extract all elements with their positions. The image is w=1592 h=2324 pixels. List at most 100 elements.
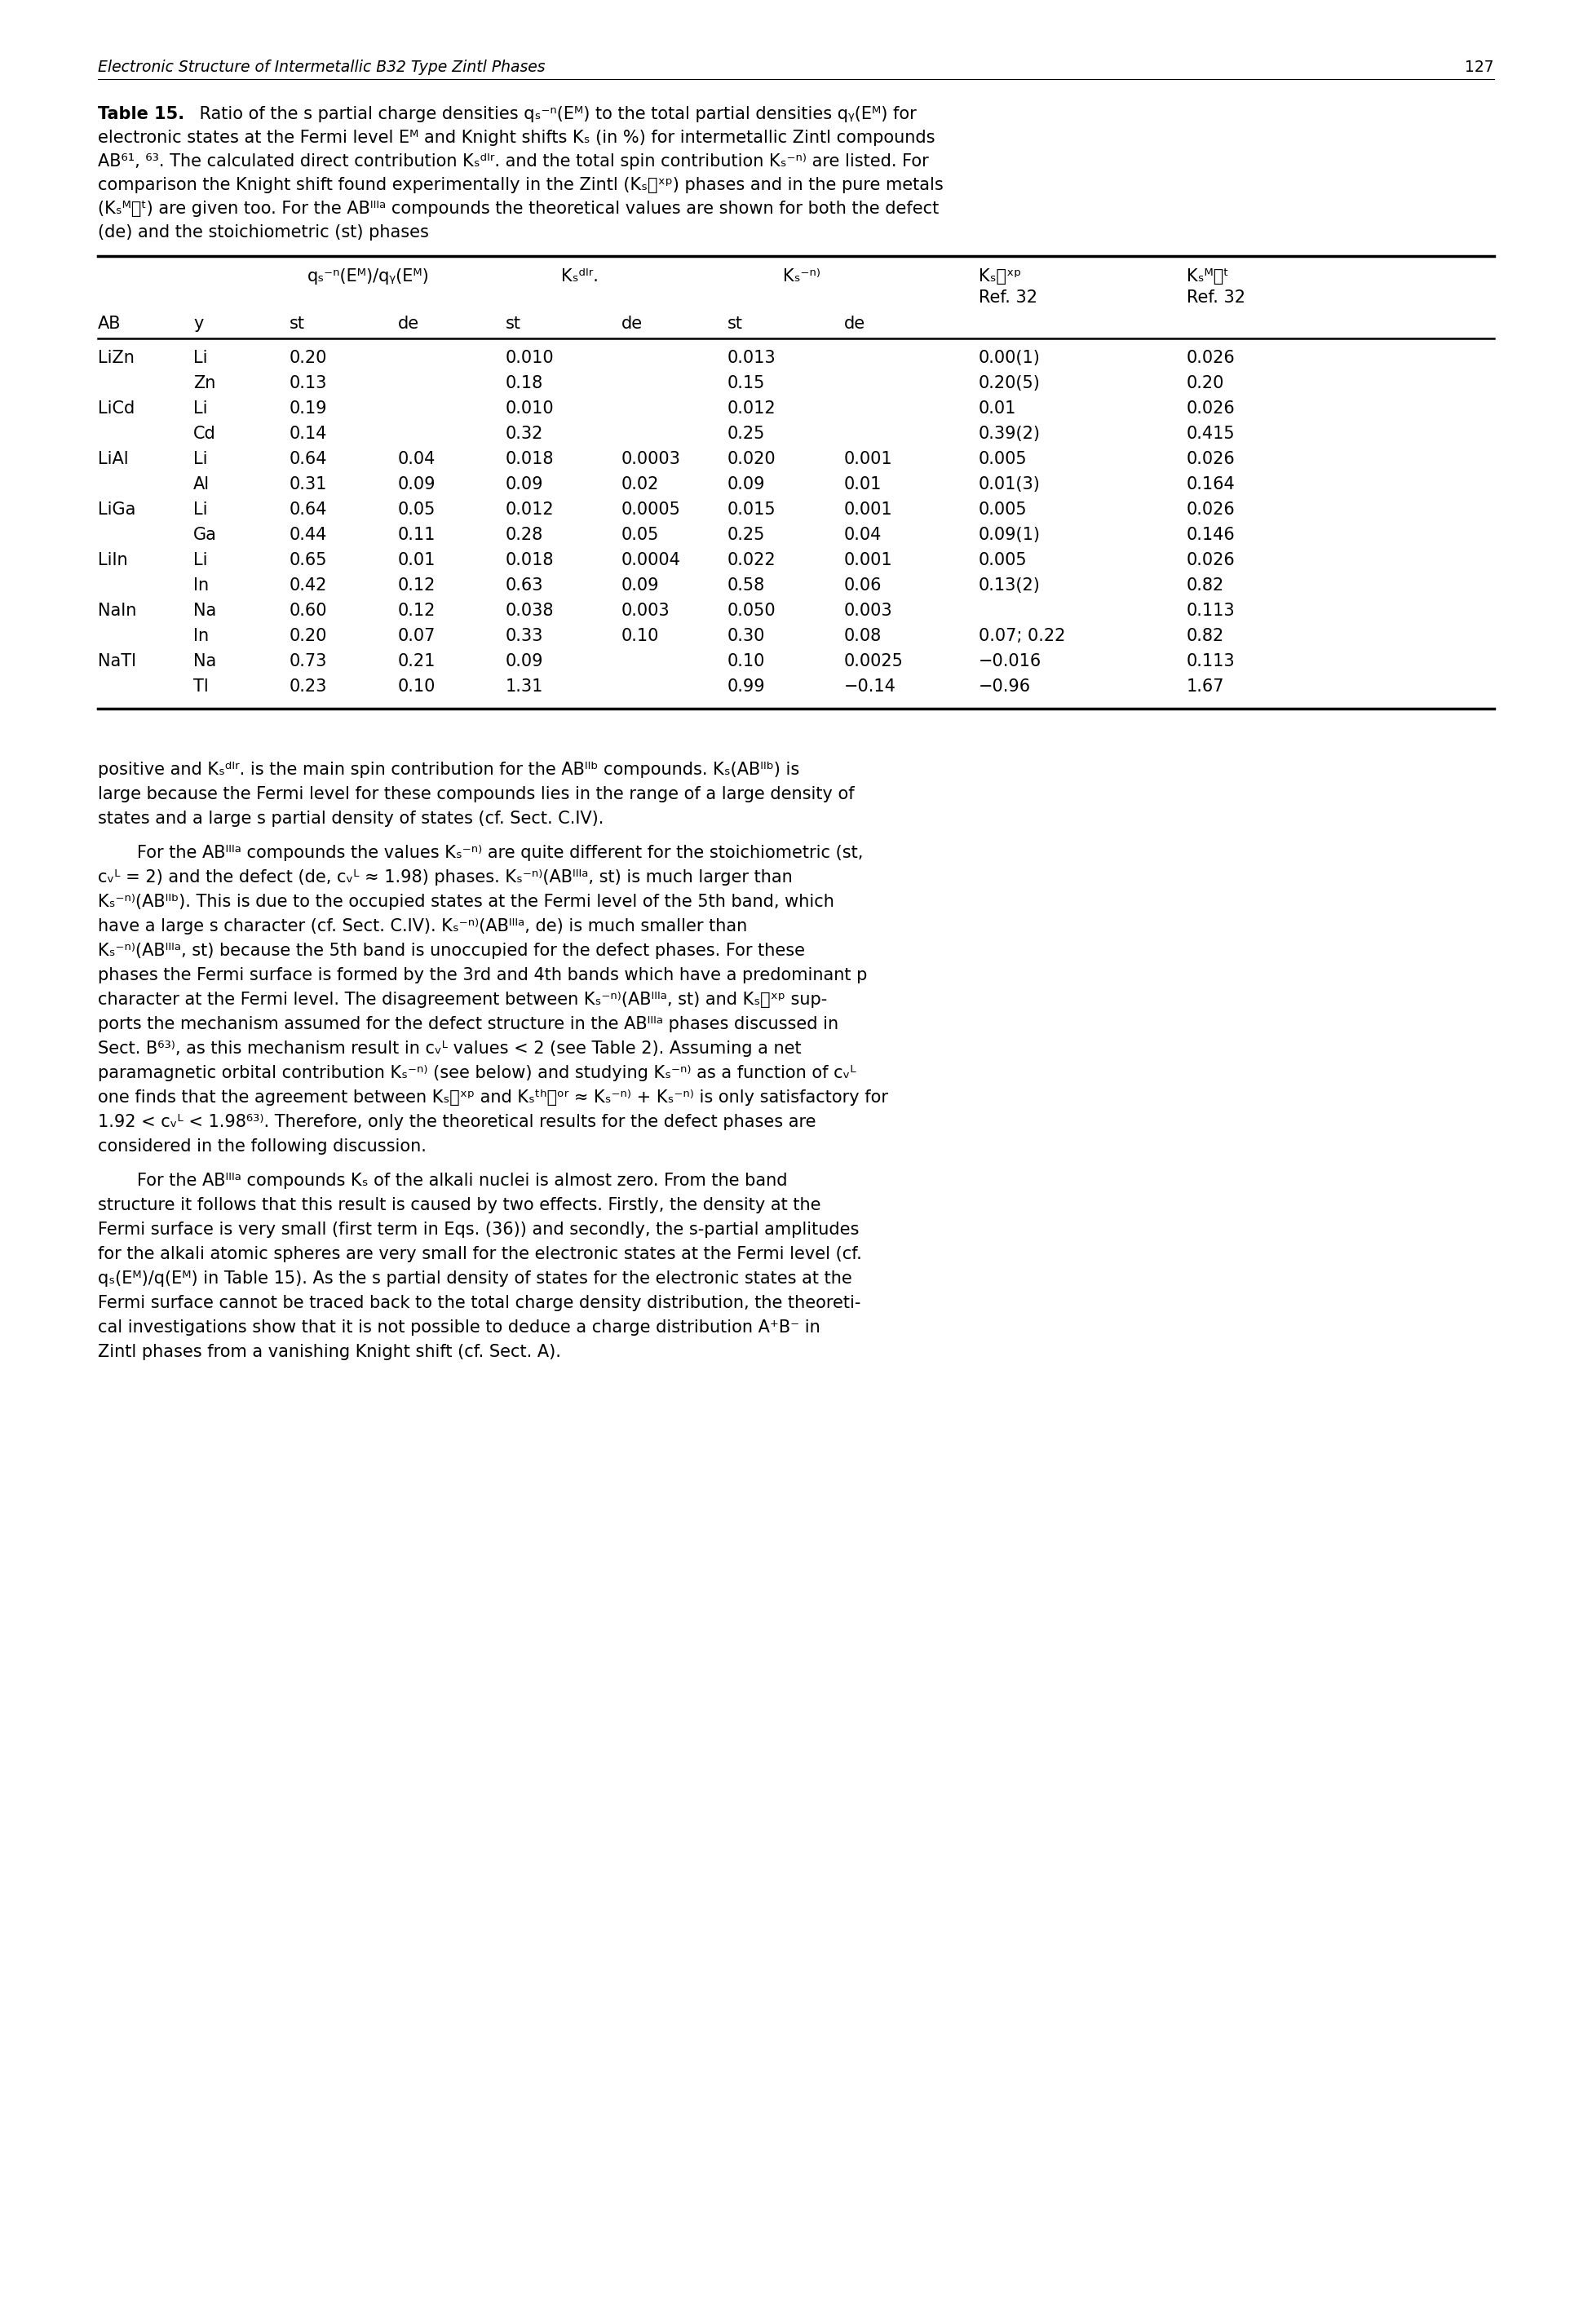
Text: Li: Li (193, 351, 207, 367)
Text: Zintl phases from a vanishing Knight shift (cf. Sect. A).: Zintl phases from a vanishing Knight shi… (97, 1343, 560, 1360)
Text: phases the Fermi surface is formed by the 3rd and 4th bands which have a predomi: phases the Fermi surface is formed by th… (97, 967, 868, 983)
Text: AB⁶¹, ⁶³. The calculated direct contribution Kₛᵈᴵʳ. and the total spin contribut: AB⁶¹, ⁶³. The calculated direct contribu… (97, 153, 928, 170)
Text: one finds that the agreement between Kₛᨎˣᵖ and Kₛᵗʰᨎᵒʳ ≈ Kₛ⁻ⁿ⁾ + Kₛ⁻ⁿ⁾ is only s: one finds that the agreement between Kₛᨎ… (97, 1090, 888, 1106)
Text: 0.003: 0.003 (844, 602, 893, 618)
Text: Zn: Zn (193, 374, 215, 390)
Text: 0.42: 0.42 (290, 576, 328, 593)
Text: 0.02: 0.02 (621, 476, 659, 493)
Text: de: de (621, 316, 643, 332)
Text: 0.022: 0.022 (728, 553, 777, 569)
Text: Al: Al (193, 476, 210, 493)
Text: 0.39(2): 0.39(2) (979, 425, 1041, 442)
Text: 0.09(1): 0.09(1) (979, 528, 1041, 544)
Text: qₛ⁻ⁿ(Eᴹ)/qᵧ(Eᴹ): qₛ⁻ⁿ(Eᴹ)/qᵧ(Eᴹ) (307, 267, 430, 284)
Text: In: In (193, 627, 209, 644)
Text: Fermi surface is very small (first term in Eqs. (36)) and secondly, the s-partia: Fermi surface is very small (first term … (97, 1222, 860, 1239)
Text: 0.050: 0.050 (728, 602, 777, 618)
Text: LiCd: LiCd (97, 400, 135, 416)
Text: 0.64: 0.64 (290, 502, 328, 518)
Text: Na: Na (193, 602, 217, 618)
Text: Kₛ⁻ⁿ⁾(ABᴵᴵᵇ). This is due to the occupied states at the Fermi level of the 5th b: Kₛ⁻ⁿ⁾(ABᴵᴵᵇ). This is due to the occupie… (97, 895, 834, 911)
Text: 0.20: 0.20 (1186, 374, 1224, 390)
Text: considered in the following discussion.: considered in the following discussion. (97, 1139, 427, 1155)
Text: 0.07; 0.22: 0.07; 0.22 (979, 627, 1065, 644)
Text: 0.026: 0.026 (1186, 400, 1235, 416)
Text: AB: AB (97, 316, 121, 332)
Text: Kₛᴹᨎᵗ: Kₛᴹᨎᵗ (1186, 267, 1229, 284)
Text: NaTl: NaTl (97, 653, 137, 669)
Text: ports the mechanism assumed for the defect structure in the ABᴵᴵᴵᵃ phases discus: ports the mechanism assumed for the defe… (97, 1016, 839, 1032)
Text: 0.05: 0.05 (398, 502, 436, 518)
Text: 0.01(3): 0.01(3) (979, 476, 1041, 493)
Text: 0.09: 0.09 (506, 476, 543, 493)
Text: 1.31: 1.31 (506, 679, 543, 695)
Text: 0.30: 0.30 (728, 627, 766, 644)
Text: Li: Li (193, 451, 207, 467)
Text: LiIn: LiIn (97, 553, 127, 569)
Text: 0.20(5): 0.20(5) (979, 374, 1041, 390)
Text: 0.64: 0.64 (290, 451, 328, 467)
Text: paramagnetic orbital contribution Kₛ⁻ⁿ⁾ (see below) and studying Kₛ⁻ⁿ⁾ as a func: paramagnetic orbital contribution Kₛ⁻ⁿ⁾ … (97, 1064, 856, 1081)
Text: 0.09: 0.09 (621, 576, 659, 593)
Text: 0.06: 0.06 (844, 576, 882, 593)
Text: NaIn: NaIn (97, 602, 137, 618)
Text: 0.001: 0.001 (844, 553, 893, 569)
Text: LiGa: LiGa (97, 502, 135, 518)
Text: Table 15.: Table 15. (97, 107, 185, 123)
Text: Ref. 32: Ref. 32 (1186, 290, 1245, 307)
Text: 0.0005: 0.0005 (621, 502, 681, 518)
Text: Electronic Structure of Intermetallic B32 Type Zintl Phases: Electronic Structure of Intermetallic B3… (97, 58, 544, 74)
Text: 0.018: 0.018 (506, 553, 554, 569)
Text: 0.04: 0.04 (398, 451, 436, 467)
Text: Tl: Tl (193, 679, 209, 695)
Text: 0.01: 0.01 (979, 400, 1017, 416)
Text: Li: Li (193, 502, 207, 518)
Text: 0.99: 0.99 (728, 679, 766, 695)
Text: Sect. B⁶³⁾, as this mechanism result in cᵥᴸ values < 2 (see Table 2). Assuming a: Sect. B⁶³⁾, as this mechanism result in … (97, 1041, 801, 1057)
Text: 0.58: 0.58 (728, 576, 766, 593)
Text: 0.0003: 0.0003 (621, 451, 681, 467)
Text: Ratio of the s partial charge densities qₛ⁻ⁿ(Eᴹ) to the total partial densities : Ratio of the s partial charge densities … (194, 107, 917, 123)
Text: 0.11: 0.11 (398, 528, 436, 544)
Text: 0.25: 0.25 (728, 425, 766, 442)
Text: 0.09: 0.09 (728, 476, 766, 493)
Text: 0.18: 0.18 (506, 374, 543, 390)
Text: 0.19: 0.19 (290, 400, 328, 416)
Text: Kₛᨎˣᵖ: Kₛᨎˣᵖ (979, 267, 1022, 284)
Text: 0.15: 0.15 (728, 374, 766, 390)
Text: 0.10: 0.10 (398, 679, 436, 695)
Text: 0.13(2): 0.13(2) (979, 576, 1041, 593)
Text: Kₛ⁻ⁿ⁾: Kₛ⁻ⁿ⁾ (783, 267, 821, 284)
Text: 0.25: 0.25 (728, 528, 766, 544)
Text: Fermi surface cannot be traced back to the total charge density distribution, th: Fermi surface cannot be traced back to t… (97, 1294, 861, 1311)
Text: for the alkali atomic spheres are very small for the electronic states at the Fe: for the alkali atomic spheres are very s… (97, 1246, 861, 1262)
Text: 0.28: 0.28 (506, 528, 543, 544)
Text: 0.08: 0.08 (844, 627, 882, 644)
Text: de: de (398, 316, 419, 332)
Text: Ref. 32: Ref. 32 (979, 290, 1038, 307)
Text: 1.67: 1.67 (1186, 679, 1224, 695)
Text: 0.010: 0.010 (506, 400, 554, 416)
Text: large because the Fermi level for these compounds lies in the range of a large d: large because the Fermi level for these … (97, 786, 855, 802)
Text: LiAl: LiAl (97, 451, 129, 467)
Text: 1.92 < cᵥᴸ < 1.98⁶³⁾. Therefore, only the theoretical results for the defect pha: 1.92 < cᵥᴸ < 1.98⁶³⁾. Therefore, only th… (97, 1113, 817, 1129)
Text: 0.018: 0.018 (506, 451, 554, 467)
Text: 0.20: 0.20 (290, 351, 328, 367)
Text: 0.013: 0.013 (728, 351, 777, 367)
Text: 0.12: 0.12 (398, 576, 436, 593)
Text: 0.14: 0.14 (290, 425, 328, 442)
Text: 0.0025: 0.0025 (844, 653, 904, 669)
Text: electronic states at the Fermi level Eᴹ and Knight shifts Kₛ (in %) for intermet: electronic states at the Fermi level Eᴹ … (97, 130, 935, 146)
Text: cal investigations show that it is not possible to deduce a charge distribution : cal investigations show that it is not p… (97, 1320, 820, 1336)
Text: 0.012: 0.012 (506, 502, 554, 518)
Text: 0.04: 0.04 (844, 528, 882, 544)
Text: 0.015: 0.015 (728, 502, 777, 518)
Text: Cd: Cd (193, 425, 217, 442)
Text: (Kₛᴹᨎᵗ) are given too. For the ABᴵᴵᴵᵃ compounds the theoretical values are shown: (Kₛᴹᨎᵗ) are given too. For the ABᴵᴵᴵᵃ co… (97, 200, 939, 216)
Text: 0.05: 0.05 (621, 528, 659, 544)
Text: 0.60: 0.60 (290, 602, 328, 618)
Text: 0.005: 0.005 (979, 502, 1027, 518)
Text: For the ABᴵᴵᴵᵃ compounds the values Kₛ⁻ⁿ⁾ are quite different for the stoichiome: For the ABᴵᴵᴵᵃ compounds the values Kₛ⁻ⁿ… (137, 846, 863, 862)
Text: 0.65: 0.65 (290, 553, 328, 569)
Text: 0.07: 0.07 (398, 627, 436, 644)
